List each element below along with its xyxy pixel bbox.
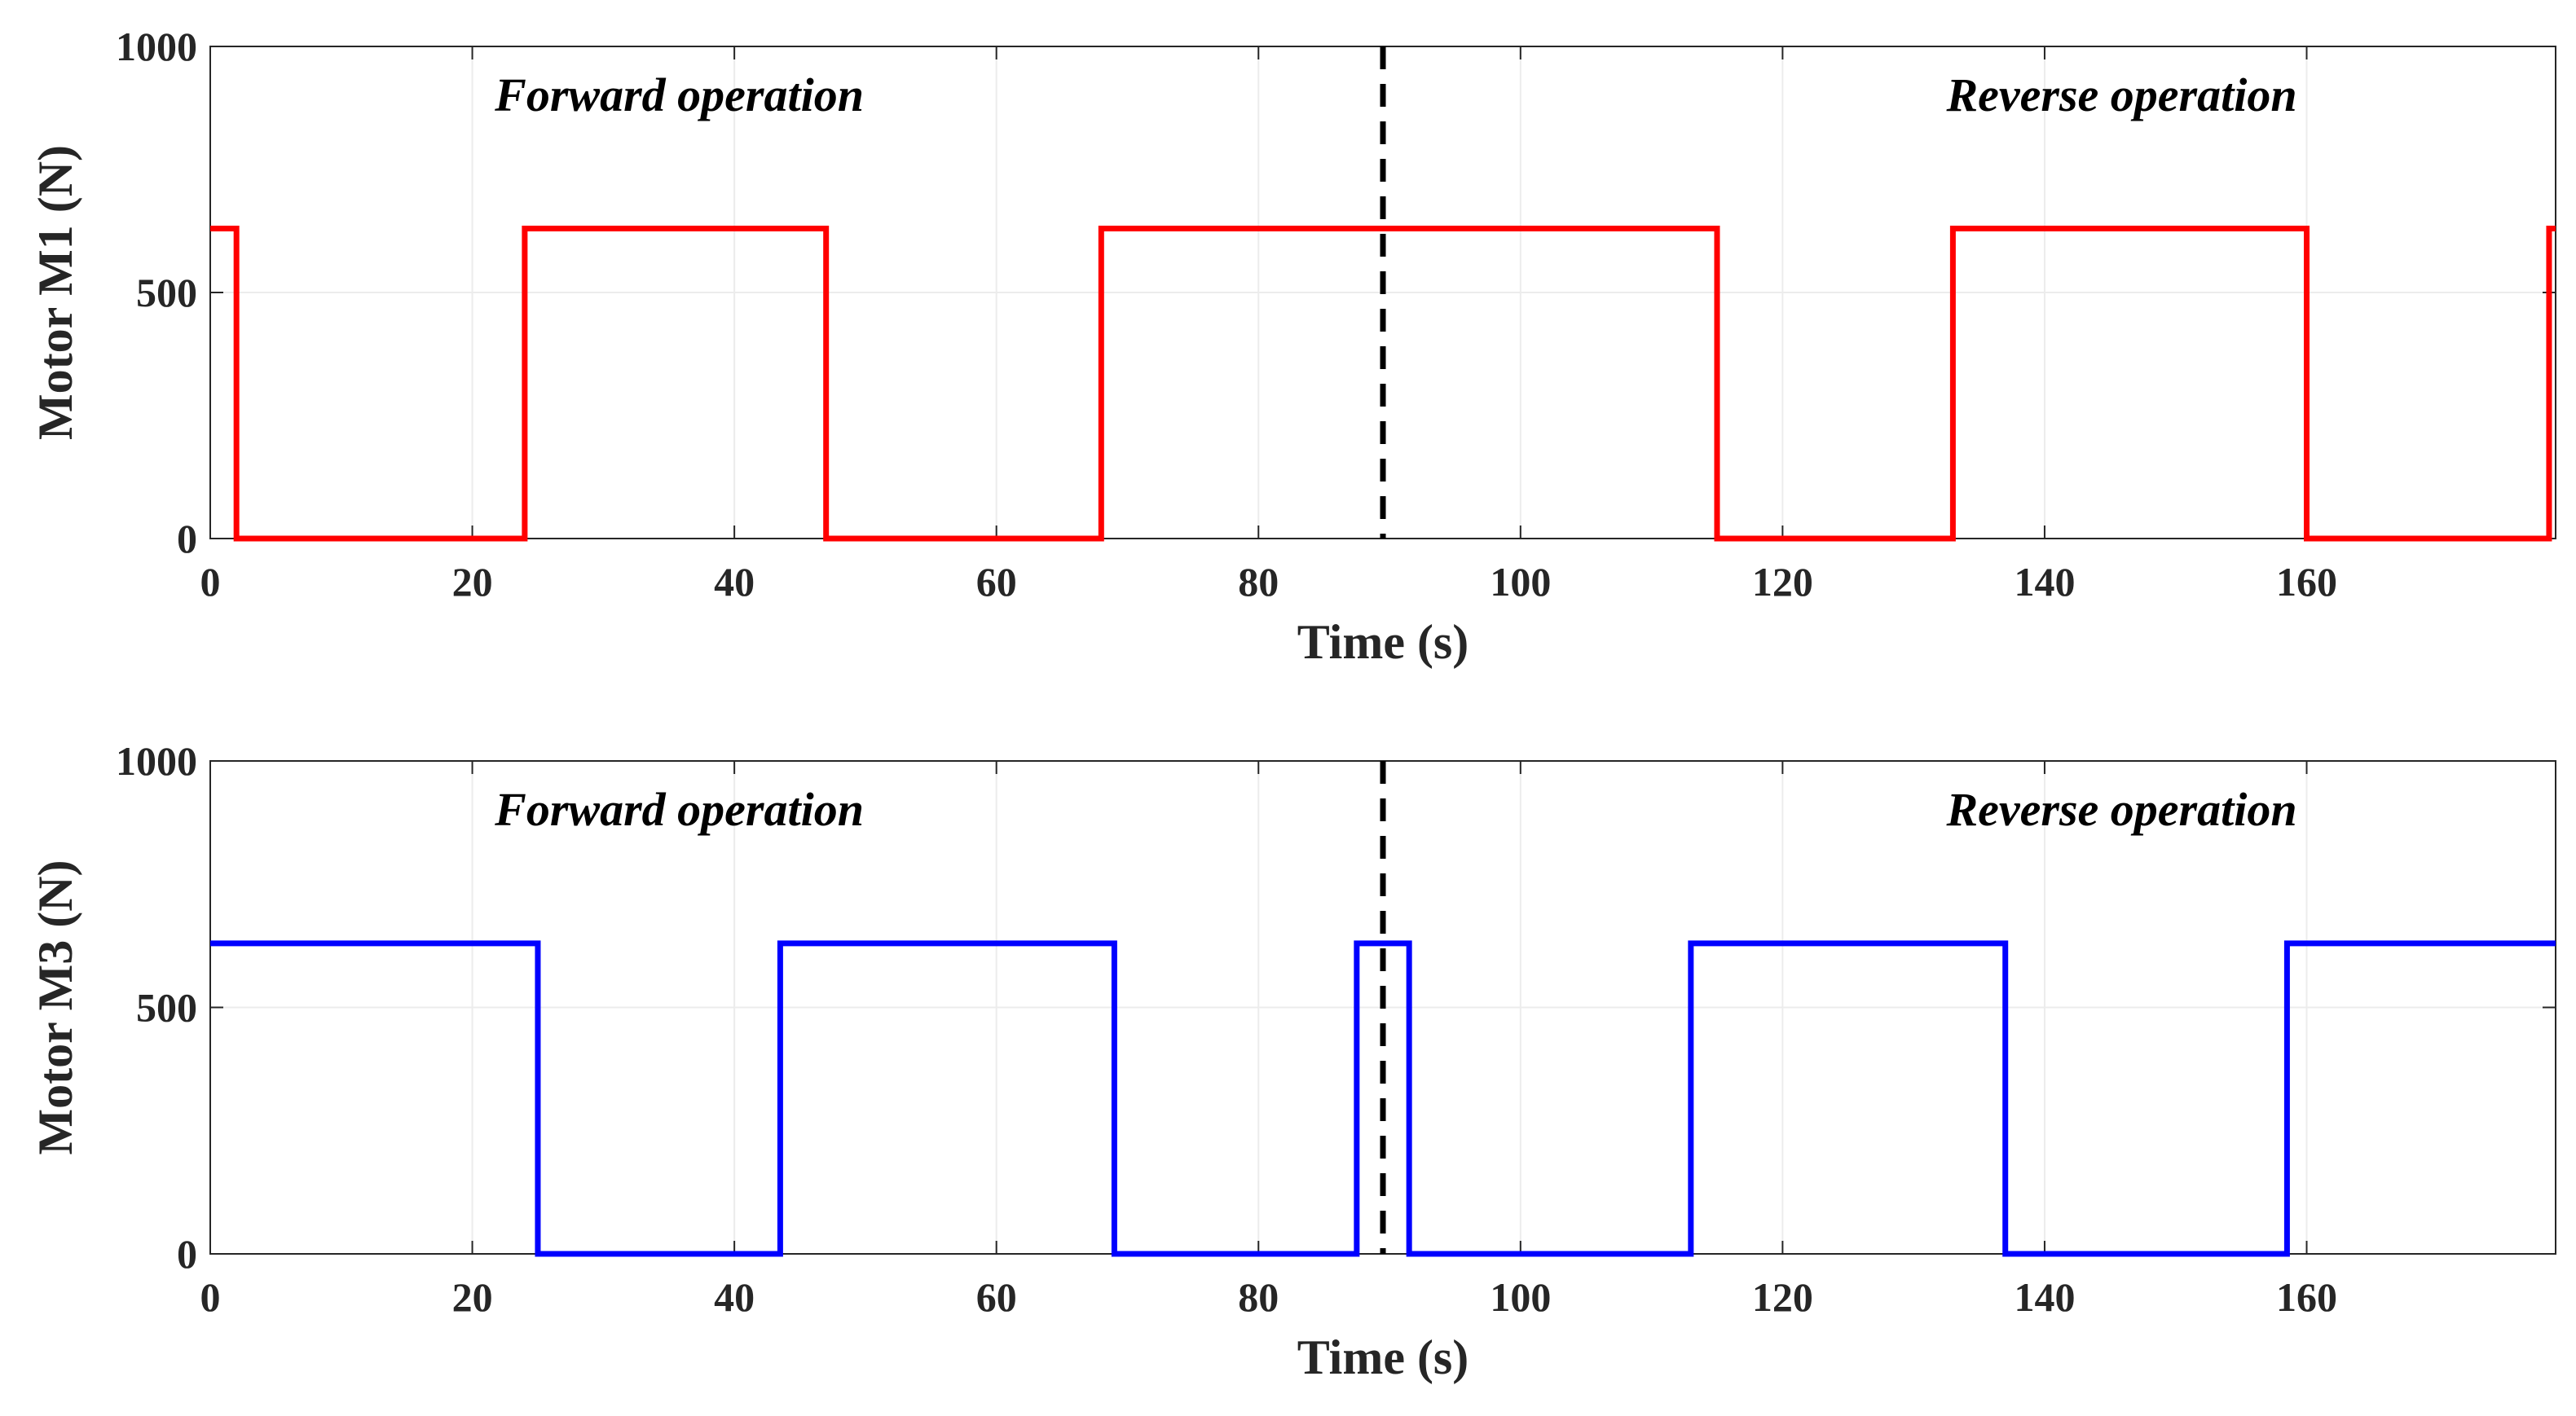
- x-tick-label: 140: [2014, 559, 2075, 605]
- series-line-motor-m1: [210, 225, 2556, 542]
- x-tick-label: 100: [1490, 1274, 1551, 1320]
- x-tick-label: 20: [452, 559, 493, 605]
- x-tick-label: 0: [200, 559, 221, 605]
- x-tick-label: 120: [1752, 1274, 1813, 1320]
- y-axis-title: Motor M3 (N): [29, 860, 82, 1154]
- x-tick-label: 40: [714, 559, 755, 605]
- x-tick-label: 80: [1238, 559, 1279, 605]
- x-tick-label: 0: [200, 1274, 221, 1320]
- subplot-1: 0 20 40 60 80 100 120 140 160 0 500 1000 Time (s) Mot…: [29, 24, 2556, 669]
- x-axis-title: Time (s): [1297, 615, 1469, 669]
- x-tick-label: 80: [1238, 1274, 1279, 1320]
- x-tick-label: 120: [1752, 559, 1813, 605]
- x-tick-label: 100: [1490, 559, 1551, 605]
- x-tick-label: 20: [452, 1274, 493, 1320]
- y-tick-label: 500: [136, 985, 197, 1031]
- y-tick-label: 1000: [116, 738, 197, 784]
- x-tick-label: 60: [976, 1274, 1017, 1320]
- y-axis-title: Motor M1 (N): [29, 145, 82, 440]
- subplot-2: 0 20 40 60 80 100 120 140 160 0 500 1000 Time (s) Mot…: [29, 738, 2556, 1384]
- x-tick-label: 60: [976, 559, 1017, 605]
- reverse-operation-label: Reverse operation: [1946, 68, 2297, 121]
- x-axis-title: Time (s): [1297, 1330, 1469, 1384]
- x-tick-label: 160: [2276, 559, 2337, 605]
- y-tick-label: 1000: [116, 24, 197, 69]
- x-tick-label: 140: [2014, 1274, 2075, 1320]
- y-tick-label: 0: [177, 1231, 197, 1277]
- forward-operation-label: Forward operation: [494, 783, 864, 836]
- y-tick-label: 500: [136, 270, 197, 315]
- x-tick-label: 160: [2276, 1274, 2337, 1320]
- forward-operation-label: Forward operation: [494, 68, 864, 121]
- reverse-operation-label: Reverse operation: [1946, 783, 2297, 836]
- x-tick-label: 40: [714, 1274, 755, 1320]
- series-line-motor-m3: [210, 940, 2556, 1257]
- y-tick-label: 0: [177, 516, 197, 561]
